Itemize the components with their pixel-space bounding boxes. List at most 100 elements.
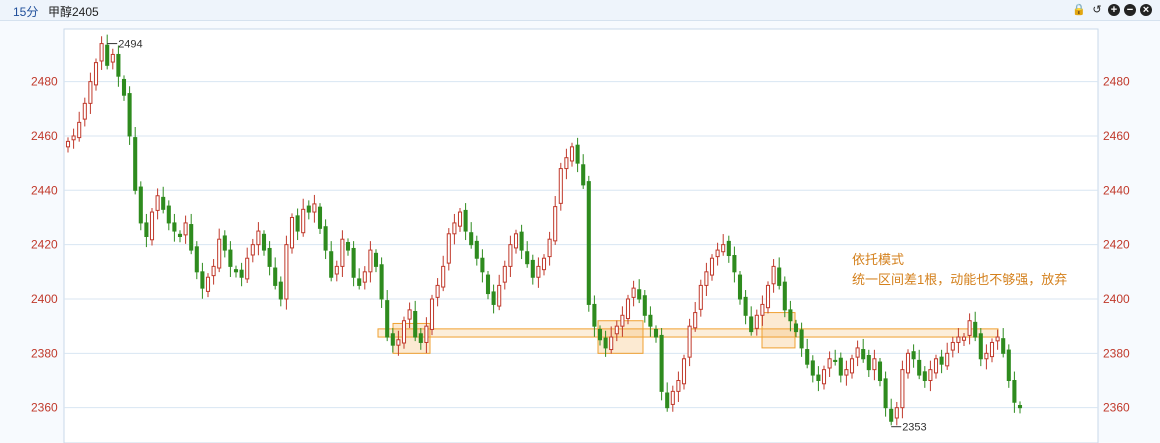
candle-up bbox=[765, 284, 771, 309]
candle-up bbox=[441, 265, 446, 288]
undo-icon[interactable]: ↺ bbox=[1092, 4, 1102, 16]
candle-down bbox=[1001, 338, 1006, 354]
candle-down bbox=[519, 231, 524, 251]
candle-up bbox=[155, 195, 160, 211]
candle-up bbox=[900, 369, 905, 409]
candle-down bbox=[127, 93, 132, 137]
candle-up bbox=[312, 203, 317, 213]
zoom-in-icon[interactable]: + bbox=[1108, 4, 1120, 16]
candle-up bbox=[569, 146, 575, 162]
lock-icon[interactable]: 🔒 bbox=[1072, 4, 1086, 16]
candle-down bbox=[329, 251, 334, 278]
candle-down bbox=[866, 355, 871, 371]
candle-up bbox=[849, 358, 855, 374]
candle-down bbox=[373, 252, 379, 267]
candle-down bbox=[642, 295, 647, 316]
y-axis-left: 2360 2380 2400 2420 2440 2460 2480 bbox=[31, 75, 58, 415]
candle-up bbox=[541, 257, 547, 271]
candle-down bbox=[978, 333, 983, 360]
candle-up bbox=[693, 312, 698, 329]
y-tick-label-left: 2440 bbox=[31, 183, 58, 197]
candle-down bbox=[586, 181, 591, 305]
candle-down bbox=[177, 233, 183, 237]
candle-down bbox=[1006, 349, 1011, 382]
candle-up bbox=[457, 211, 463, 227]
candle-up bbox=[933, 358, 939, 374]
candle-down bbox=[200, 271, 205, 289]
candle-down bbox=[737, 274, 743, 300]
candle-up bbox=[502, 265, 507, 283]
candle-down bbox=[732, 255, 737, 273]
candle-down bbox=[273, 267, 278, 286]
candle-down bbox=[603, 337, 608, 349]
candle-up bbox=[435, 284, 440, 298]
candle-up bbox=[620, 314, 625, 327]
candle-up bbox=[497, 284, 502, 307]
candle-down bbox=[390, 333, 395, 346]
candle-up bbox=[984, 352, 989, 360]
candle-down bbox=[749, 316, 754, 333]
candle-down bbox=[653, 328, 659, 338]
y-tick-label-left: 2480 bbox=[31, 75, 58, 89]
candle-down bbox=[889, 408, 894, 422]
period-selector[interactable]: 15分 bbox=[13, 5, 39, 19]
candle-down bbox=[385, 300, 390, 338]
candle-down bbox=[1012, 380, 1017, 403]
candle-down bbox=[469, 232, 474, 246]
candle-down bbox=[782, 281, 787, 311]
candle-up bbox=[396, 339, 401, 346]
candle-down bbox=[317, 206, 323, 229]
candle-down bbox=[345, 241, 351, 251]
candle-up bbox=[827, 358, 832, 369]
candle-up bbox=[754, 314, 759, 329]
y-tick-label-right: 2360 bbox=[1103, 401, 1130, 415]
candle-down bbox=[323, 226, 328, 251]
candle-down bbox=[883, 378, 888, 409]
candle-up bbox=[407, 309, 412, 320]
y-tick-label-right: 2440 bbox=[1103, 183, 1130, 197]
candle-up bbox=[211, 265, 216, 277]
y-tick-label-right: 2380 bbox=[1103, 346, 1130, 360]
close-icon[interactable]: × bbox=[1140, 4, 1152, 16]
y-tick-label-right: 2400 bbox=[1103, 292, 1130, 306]
y-tick-label-left: 2360 bbox=[31, 401, 58, 415]
candle-up bbox=[631, 287, 636, 298]
candle-up bbox=[894, 407, 899, 419]
candle-up bbox=[536, 265, 541, 278]
candle-down bbox=[222, 235, 227, 251]
candle-down bbox=[138, 186, 143, 224]
candle-up bbox=[82, 102, 87, 120]
candle-up bbox=[71, 135, 76, 141]
candle-up bbox=[715, 249, 720, 258]
candle-down bbox=[351, 247, 356, 278]
chart-toolbar: 15分 甲醇2405 🔒 ↺ + − × bbox=[0, 0, 1160, 21]
candle-down bbox=[911, 351, 916, 360]
candle-up bbox=[687, 325, 692, 358]
candle-down bbox=[637, 289, 642, 300]
candle-up bbox=[558, 168, 563, 204]
candle-down bbox=[105, 44, 110, 66]
candle-down bbox=[525, 251, 530, 265]
candle-down bbox=[939, 356, 944, 365]
candle-up bbox=[205, 276, 211, 292]
candle-down bbox=[877, 361, 883, 382]
candle-down bbox=[161, 196, 166, 210]
candle-down bbox=[861, 349, 866, 360]
candle-down bbox=[799, 329, 804, 349]
candle-up bbox=[609, 336, 614, 351]
candle-up bbox=[681, 358, 687, 385]
candle-up bbox=[771, 265, 776, 285]
zoom-out-icon[interactable]: − bbox=[1124, 4, 1136, 16]
candle-up bbox=[676, 380, 681, 392]
candle-down bbox=[743, 296, 748, 316]
candle-down bbox=[581, 164, 586, 186]
candle-up bbox=[821, 369, 827, 385]
y-tick-label-right: 2460 bbox=[1103, 129, 1130, 143]
candle-up bbox=[149, 211, 155, 241]
candle-up bbox=[429, 298, 435, 330]
gridlines bbox=[64, 81, 1098, 409]
candle-down bbox=[228, 249, 233, 267]
candle-up bbox=[625, 298, 631, 320]
candle-up bbox=[340, 238, 345, 267]
candle-up bbox=[362, 271, 367, 283]
